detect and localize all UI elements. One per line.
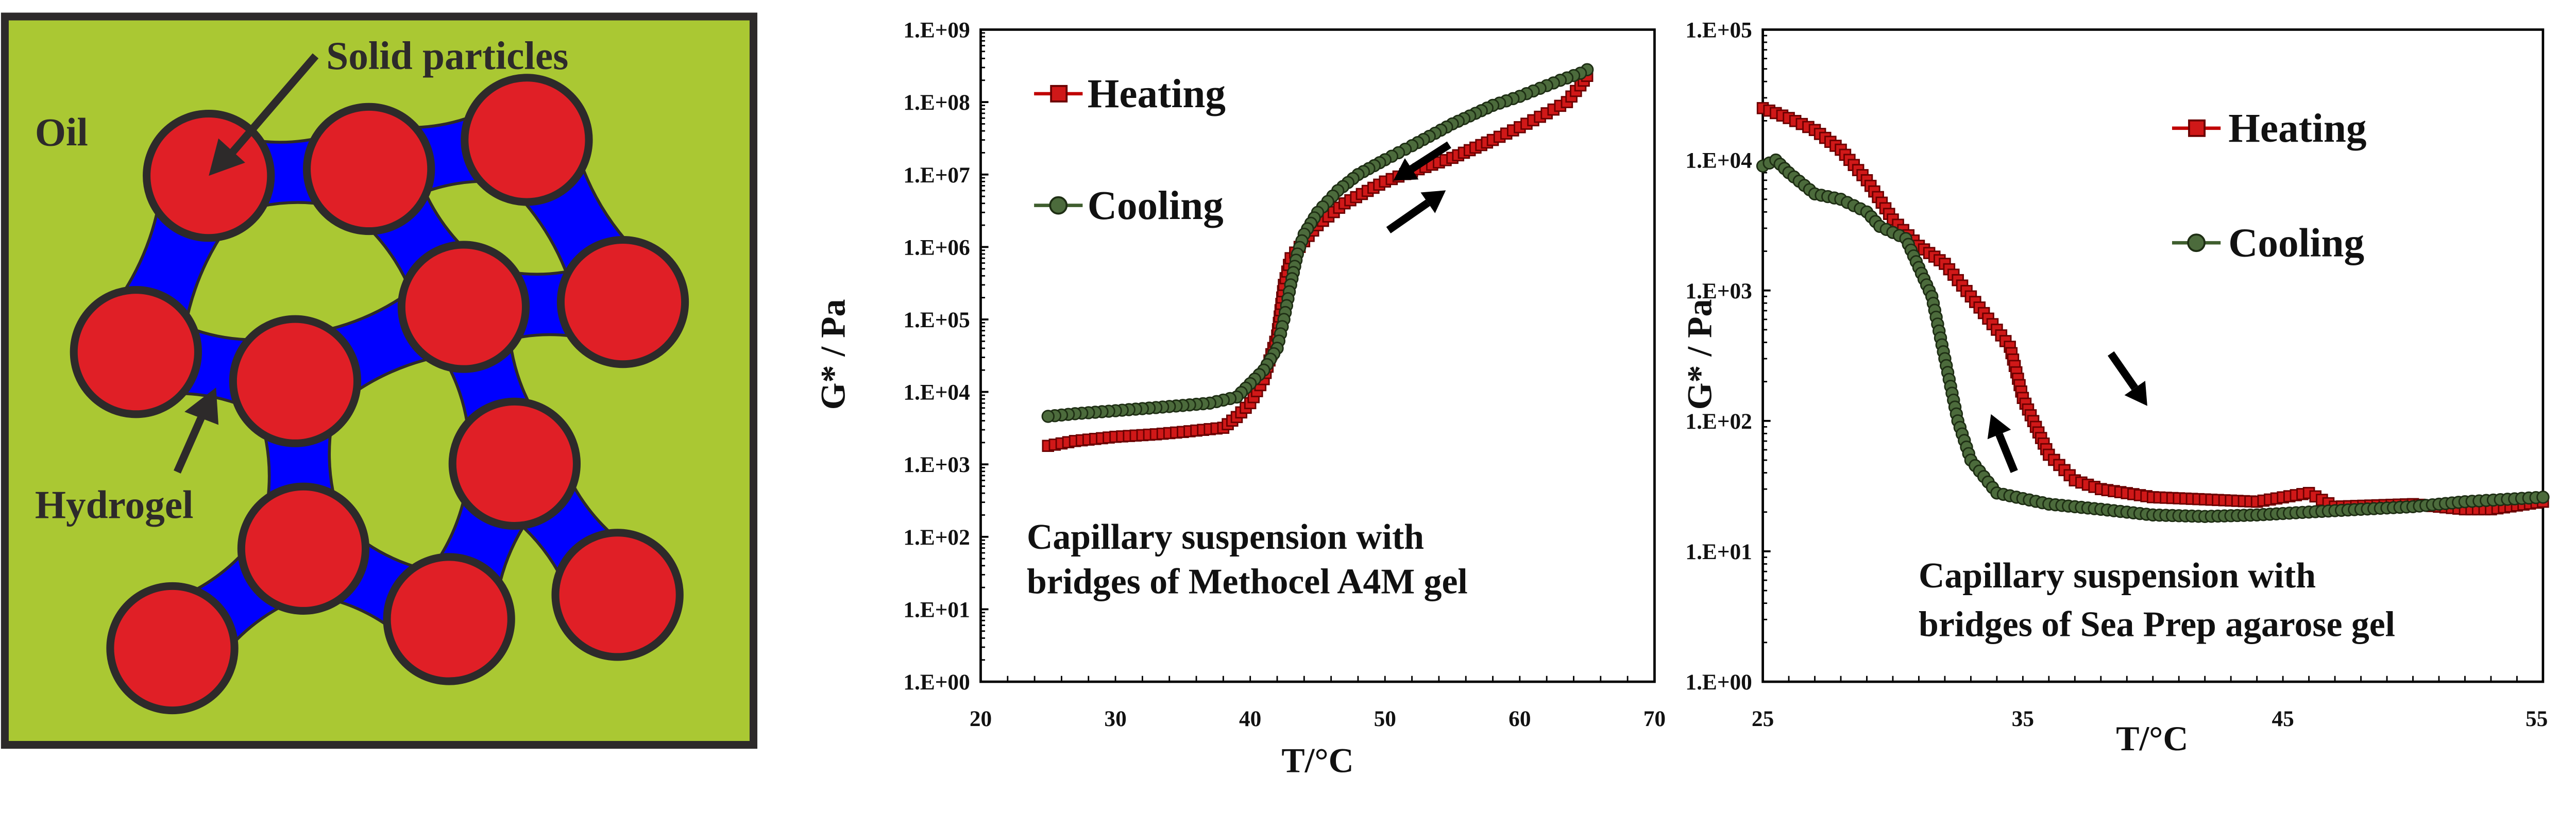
y-tick-label: 1.E+03 <box>903 452 970 477</box>
y-tick-label: 1.E+01 <box>1685 540 1752 564</box>
solid-particle <box>461 74 593 206</box>
label-oil: Oil <box>35 110 88 155</box>
series-heating <box>1756 102 2549 516</box>
y-tick-label: 1.E+02 <box>903 525 970 550</box>
x-tick-label: 40 <box>1239 706 1261 731</box>
y-tick-label: 1.E+06 <box>903 235 970 260</box>
solid-particle <box>556 235 689 368</box>
solid-particle <box>383 553 515 685</box>
legend-heating: Heating <box>1034 71 1226 116</box>
x-tick-label: 50 <box>1374 706 1396 731</box>
solid-particle <box>448 397 581 530</box>
solid-particle <box>397 241 530 373</box>
y-tick-label: 1.E+09 <box>903 18 970 43</box>
legend-cooling: Cooling <box>1034 183 1224 228</box>
y-axis-title: G* / Pa <box>814 299 853 410</box>
x-tick-label: 70 <box>1643 706 1666 731</box>
legend-circle-marker-icon <box>1049 196 1068 215</box>
solid-particle <box>70 286 202 418</box>
x-tick-label: 25 <box>1752 706 1774 731</box>
legend-cooling: Cooling <box>2172 221 2364 266</box>
label-solid-particles: Solid particles <box>326 33 568 78</box>
chart-methocel: 1.E+00 1.E+01 1.E+02 1.E+03 1.E+04 1.E+05 1.E+… <box>814 18 1666 779</box>
y-tick-label: 1.E+03 <box>1685 279 1752 304</box>
legend-heating: Heating <box>2172 106 2366 151</box>
arrow-to-particle-icon <box>209 53 319 176</box>
solid-particle <box>551 529 684 661</box>
series-line <box>1048 69 1588 418</box>
chart-agarose: 1.E+00 1.E+01 1.E+02 1.E+03 1.E+04 1.E+05 25 35… <box>1681 18 2550 758</box>
y-tick-label: 1.E+04 <box>1685 148 1752 173</box>
solid-particle <box>106 582 239 715</box>
y-axis-title: G* / Pa <box>1681 299 1719 410</box>
annotation-text: bridges of Methocel A4M gel <box>1027 562 1468 602</box>
series-cooling <box>1756 153 2550 524</box>
x-tick-label: 35 <box>2012 706 2034 731</box>
legend-square-marker-icon <box>2188 119 2206 137</box>
label-hydrogel: Hydrogel <box>35 482 194 527</box>
solid-particle <box>237 482 370 615</box>
direction-arrow-icon <box>1987 414 2018 473</box>
data-point <box>2536 491 2550 504</box>
annotation-text: Capillary suspension with <box>1027 517 1424 557</box>
y-tick-label: 1.E+08 <box>903 90 970 115</box>
y-tick-label: 1.E+05 <box>903 308 970 332</box>
y-tick-label: 1.E+04 <box>903 380 970 405</box>
y-tick-label: 1.E+00 <box>1685 670 1752 695</box>
solid-particle <box>303 103 435 235</box>
y-tick-label: 1.E+00 <box>903 670 970 695</box>
legend-label: Cooling <box>2228 221 2364 266</box>
legend-label: Heating <box>2228 106 2366 151</box>
figure: Solid particles Oil Hydrogel 1.E+001.E+0… <box>1 12 2550 779</box>
legend-circle-marker-icon <box>2187 233 2206 252</box>
annotation-text: bridges of Sea Prep agarose gel <box>1919 604 2395 644</box>
solid-particles <box>70 74 689 715</box>
x-tick-label: 60 <box>1509 706 1531 731</box>
capillary-suspension-schematic: Solid particles Oil Hydrogel <box>1 12 758 749</box>
series-line <box>1762 107 2544 511</box>
data-point <box>1041 410 1055 423</box>
solid-particle <box>229 315 362 447</box>
y-tick-label: 1.E+05 <box>1685 18 1752 43</box>
legend-label: Heating <box>1088 71 1226 116</box>
x-axis-title: T/°C <box>1281 741 1353 778</box>
plot-frame <box>979 28 1656 683</box>
legend-label: Cooling <box>1088 183 1224 228</box>
series-heating <box>1042 70 1594 452</box>
x-tick-label: 55 <box>2526 706 2548 731</box>
y-tick-label: 1.E+07 <box>903 163 970 188</box>
annotation-text: Capillary suspension with <box>1919 556 2316 596</box>
legend-square-marker-icon <box>1050 85 1068 103</box>
x-tick-label: 30 <box>1104 706 1126 731</box>
x-tick-label: 20 <box>970 706 992 731</box>
y-tick-label: 1.E+01 <box>903 597 970 622</box>
direction-arrow-icon <box>1393 141 1451 181</box>
direction-arrow-icon <box>2108 351 2147 406</box>
x-axis-title: T/°C <box>2116 719 2188 758</box>
series-cooling <box>1041 63 1594 423</box>
x-tick-label: 45 <box>2272 706 2294 731</box>
arrow-to-hydrogel-icon <box>174 387 219 474</box>
y-tick-label: 1.E+02 <box>1685 409 1752 434</box>
direction-arrow-icon <box>1386 190 1446 233</box>
